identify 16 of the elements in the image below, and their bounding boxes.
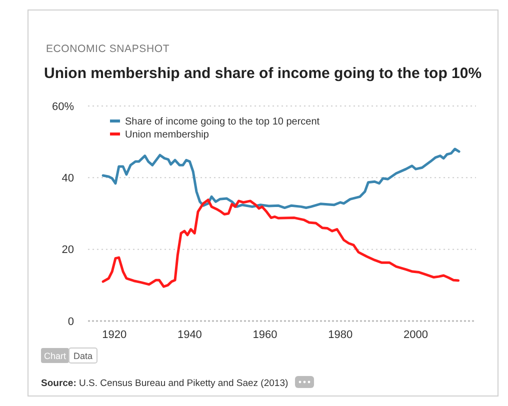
x-tick-label: 1920 [102,329,127,341]
legend-label: Share of income going to the top 10 percent [125,116,320,128]
chart-title: Union membership and share of income going to the top 10% [44,65,482,82]
line-series [102,148,460,210]
x-tick-label: 1940 [177,329,202,341]
y-tick-label: 0 [68,316,74,328]
line-series [102,198,460,288]
y-tick-label: 20 [62,244,74,256]
y-tick-label: 60% [52,100,74,113]
x-tick-label: 1960 [252,329,278,341]
chart-subtitle: ECONOMIC SNAPSHOT [46,43,170,55]
source-note: Source: U.S. Census Bureau and Piketty and Saez (2013) [41,378,288,389]
legend-label: Union membership [125,130,210,140]
x-tick-label: 2000 [403,329,428,341]
y-tick-label: 40 [62,172,74,185]
x-tick-label: 1980 [328,329,353,341]
